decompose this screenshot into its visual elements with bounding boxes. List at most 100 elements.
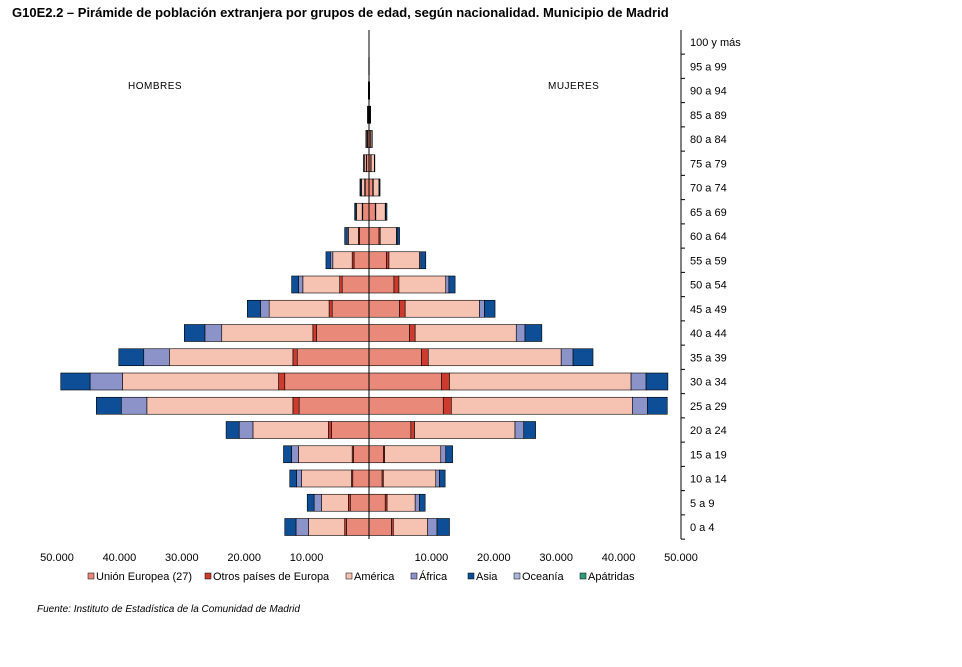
bar-mujeres-14-2 — [373, 178, 380, 197]
bar-mujeres-6-1 — [441, 372, 450, 391]
bar-hombres-10-3 — [298, 275, 304, 294]
bar-hombres-2-3 — [296, 469, 302, 488]
age-label: 10 a 14 — [690, 474, 727, 486]
bar-hombres-7-3 — [143, 348, 170, 367]
age-axis: 0 a 4 5 a 9 10 a 14 15 a 19 20 a 24 25 a 29 30… — [681, 37, 741, 540]
bar-mujeres-6-3 — [630, 372, 647, 391]
bar-mujeres-3-2 — [384, 445, 442, 464]
bar-hombres-10-0 — [341, 275, 370, 294]
age-label: 45 a 49 — [690, 304, 727, 316]
bar-hombres-12-4 — [344, 227, 348, 245]
bar-mujeres-10-2 — [398, 275, 447, 294]
age-label: 55 a 59 — [690, 255, 727, 267]
legend-label: Otros países de Europa — [213, 571, 330, 583]
bar-mujeres-8-4 — [524, 324, 543, 342]
age-label: 5 a 9 — [690, 498, 714, 510]
x-tick-label: 20.000 — [477, 552, 511, 564]
bar-hombres-0-0 — [346, 518, 370, 536]
age-label: 80 a 84 — [690, 134, 727, 146]
x-tick-label: 50.000 — [664, 552, 698, 564]
age-label: 30 a 34 — [690, 377, 727, 389]
bar-hombres-0-2 — [308, 518, 345, 536]
legend-swatch — [87, 572, 95, 580]
bar-hombres-13-4 — [354, 202, 357, 221]
legend-label: África — [419, 570, 448, 583]
bar-hombres-5-0 — [298, 396, 370, 415]
age-label: 35 a 39 — [690, 352, 727, 364]
bar-mujeres-8-1 — [409, 324, 416, 342]
x-tick-label: 40.000 — [103, 552, 137, 564]
bar-hombres-2-2 — [301, 469, 352, 488]
bar-mujeres-9-2 — [404, 299, 480, 318]
bar-hombres-6-2 — [122, 372, 279, 391]
bar-mujeres-5-3 — [632, 396, 648, 415]
bar-mujeres-6-4 — [645, 372, 669, 391]
bar-mujeres-8-2 — [414, 324, 517, 342]
bar-hombres-12-0 — [359, 227, 370, 245]
bar-hombres-1-0 — [349, 493, 370, 512]
x-tick-label: 20.000 — [227, 552, 261, 564]
legend-label: Apátridas — [588, 571, 635, 583]
bar-mujeres-1-0 — [368, 493, 386, 512]
bar-hombres-8-0 — [316, 324, 370, 342]
legend-label: Oceanía — [522, 571, 564, 583]
bar-mujeres-4-4 — [523, 421, 536, 439]
age-label: 15 a 19 — [690, 449, 727, 461]
bar-hombres-6-4 — [60, 372, 91, 391]
bar-mujeres-7-1 — [421, 348, 429, 367]
legend-swatch — [204, 572, 212, 580]
legend-label: Unión Europea (27) — [96, 571, 192, 583]
bar-mujeres-2-0 — [368, 469, 383, 488]
bar-hombres-10-1 — [339, 275, 343, 294]
x-tick-label: 30.000 — [539, 552, 573, 564]
bar-hombres-4-3 — [238, 421, 254, 439]
bar-mujeres-8-0 — [368, 324, 410, 342]
bar-mujeres-10-1 — [393, 275, 400, 294]
bar-mujeres-4-0 — [368, 421, 412, 439]
bar-hombres-0-4 — [284, 518, 297, 536]
right-label-mujeres: MUJERES — [548, 81, 599, 92]
bar-hombres-3-0 — [353, 445, 370, 464]
bar-hombres-3-3 — [291, 445, 299, 464]
bar-mujeres-9-3 — [479, 299, 485, 318]
bar-hombres-9-3 — [260, 299, 270, 318]
bar-mujeres-0-2 — [393, 518, 428, 536]
bar-hombres-1-4 — [306, 493, 315, 512]
bar-hombres-14-4 — [359, 178, 362, 197]
bar-mujeres-11-4 — [420, 251, 427, 270]
bar-mujeres-13-0 — [368, 202, 376, 221]
value-axis: 50.000 40.000 30.000 20.000 10.000 10.000 20.0… — [40, 552, 698, 564]
age-label: 40 a 44 — [690, 328, 727, 340]
bar-hombres-13-2 — [356, 202, 363, 221]
bar-hombres-3-4 — [283, 445, 292, 464]
age-label: 65 a 69 — [690, 207, 727, 219]
bar-mujeres-11-1 — [386, 251, 390, 270]
bar-hombres-8-2 — [221, 324, 314, 342]
legend: Unión Europea (27) Otros países de Europa… — [87, 570, 635, 583]
bar-mujeres-14-4 — [378, 178, 381, 197]
bar-mujeres-7-3 — [560, 348, 574, 367]
bar-mujeres-0-4 — [436, 518, 450, 536]
bar-mujeres-1-2 — [386, 493, 416, 512]
legend-label: Asia — [476, 571, 498, 583]
bar-hombres-7-4 — [118, 348, 145, 367]
bar-hombres-6-1 — [278, 372, 286, 391]
bar-hombres-9-1 — [328, 299, 333, 318]
bars-group — [60, 33, 669, 536]
legend-swatch — [345, 572, 353, 580]
bar-hombres-9-2 — [268, 299, 330, 318]
bar-mujeres-7-2 — [427, 348, 562, 367]
x-tick-label: 10.000 — [290, 552, 324, 564]
age-label: 50 a 54 — [690, 280, 727, 292]
bar-mujeres-13-4 — [385, 202, 388, 221]
bar-hombres-11-4 — [325, 251, 331, 270]
bar-mujeres-5-0 — [368, 396, 444, 415]
bar-hombres-13-0 — [362, 202, 370, 221]
bar-mujeres-4-2 — [414, 421, 516, 439]
bar-hombres-7-1 — [292, 348, 298, 367]
bar-hombres-8-4 — [183, 324, 206, 342]
age-label: 95 a 99 — [690, 61, 727, 73]
bar-hombres-14-2 — [361, 178, 365, 197]
bar-hombres-10-4 — [291, 275, 299, 294]
x-tick-label: 30.000 — [165, 552, 199, 564]
